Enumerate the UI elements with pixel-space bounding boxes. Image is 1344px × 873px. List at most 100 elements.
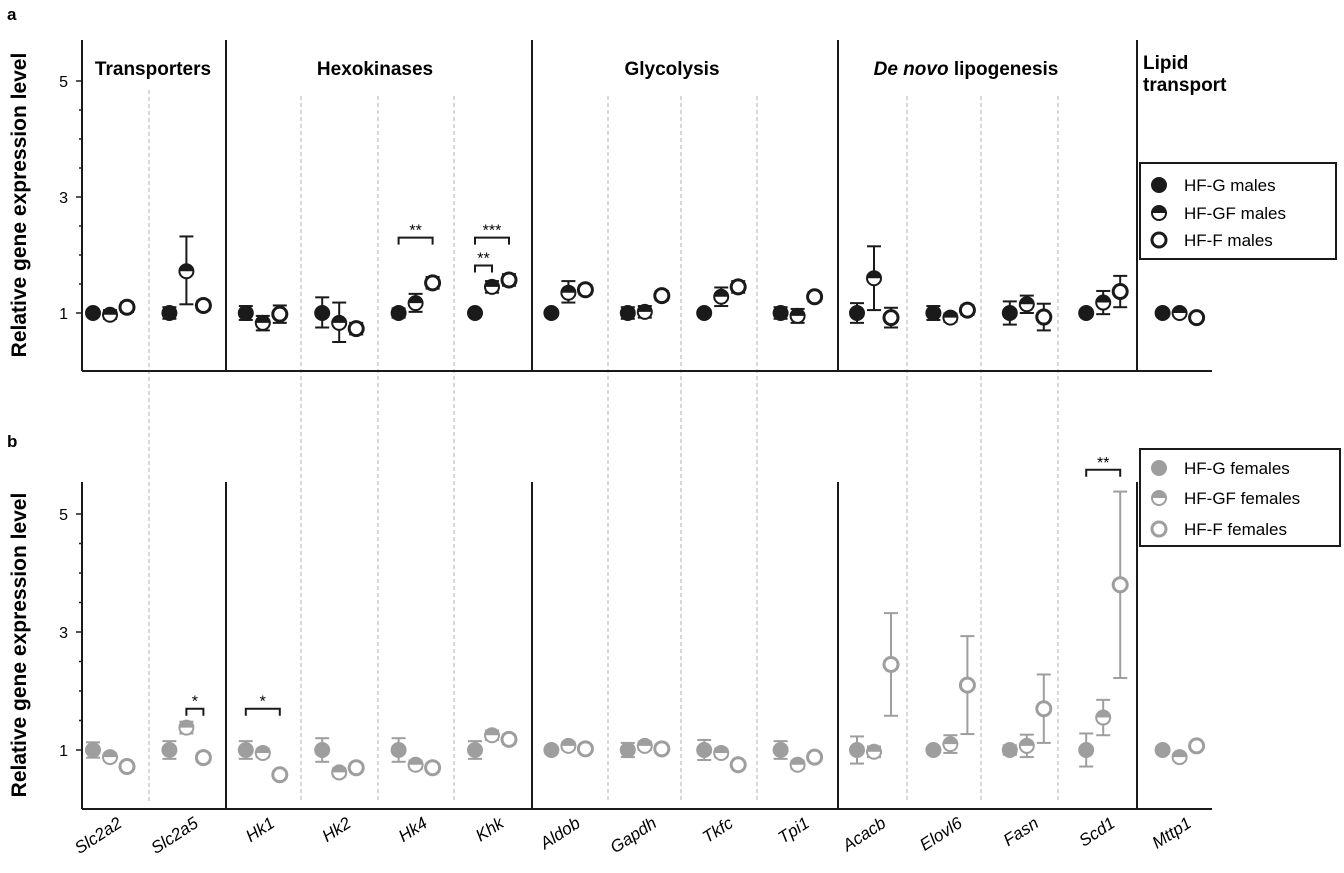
significance-bracket: ** [1085,455,1122,477]
marker-half-fill [714,289,729,297]
marker-filled [314,305,331,321]
marker-half-fill [1096,710,1111,718]
data-point [925,742,942,758]
marker-half-fill [485,279,499,287]
data-point [331,764,348,781]
data-point [1154,305,1171,321]
marker-open [729,278,747,296]
data-point [237,305,254,321]
data-point [1188,737,1206,755]
data-point [407,756,424,773]
marker-open [1188,737,1206,755]
data-point [314,296,331,329]
data-point [484,278,500,295]
data-point [1111,274,1129,309]
data-point [194,296,212,314]
marker-half-fill [1019,738,1034,746]
marker-half-fill [790,308,805,316]
data-point [560,737,577,754]
marker-half-fill [1152,206,1166,213]
data-point [254,744,271,761]
data-point [1154,742,1171,758]
panel-a: a Relative gene expression level 1 3 5 Transp… [7,5,1337,372]
marker-open [1150,231,1168,249]
data-point [713,744,730,761]
marker-half-fill [179,264,194,272]
significance-label: * [260,694,266,711]
marker-filled [925,742,942,758]
marker-open [500,271,518,289]
marker-filled [772,305,789,321]
data-point [789,307,806,324]
marker-half-fill [408,757,423,765]
marker-filled [543,305,560,321]
data-point [849,735,865,765]
data-point [958,635,976,736]
gene-label: Tpi1 [775,813,813,847]
bracket-line [1085,468,1122,477]
marker-open [576,740,594,758]
marker-filled [1001,742,1018,758]
marker-half-fill [1096,295,1111,303]
y-tick-label: 5 [59,74,68,91]
data-point [347,320,365,338]
significance-bracket: ** [474,250,493,273]
panel-letter: a [7,5,17,24]
legend-entry: HF-GF males [1184,204,1286,223]
legend: HF-G males HF-GF males HF-F males [1139,162,1337,260]
data-point [729,278,747,296]
marker-half-fill [790,757,805,765]
marker-filled [1154,305,1171,321]
data-point [194,749,212,767]
marker-open [424,274,442,292]
data-point [772,305,789,321]
marker-half-fill [103,750,117,758]
marker-half-fill [255,745,270,753]
marker-filled [161,742,178,758]
data-point [390,737,407,763]
data-point [500,730,518,748]
gene-label: Gapdh [607,813,660,857]
data-point [619,741,636,759]
data-point [866,245,882,312]
marker-filled [314,742,331,758]
data-point [696,305,713,321]
marker-half-fill [1172,750,1187,758]
marker-half-fill [1152,491,1166,498]
data-point [942,734,959,754]
data-point [729,756,747,774]
data-point [882,612,900,717]
legend-entry: HF-F males [1184,231,1273,250]
data-point [484,727,500,744]
marker-open [729,756,747,774]
data-point [806,748,824,766]
marker-half-fill [485,728,499,736]
bracket-line [244,707,281,716]
data-point [636,737,653,754]
group-label: Transporters [95,59,211,80]
marker-open [1035,700,1053,718]
marker-open [958,301,976,319]
data-point [161,740,178,760]
significance-bracket: *** [474,223,510,245]
marker-half-fill [332,765,347,773]
data-point [85,741,101,759]
data-point [653,740,671,758]
panel-letter: b [7,432,17,451]
marker-filled [696,742,713,758]
marker-half-fill [255,315,270,323]
data-point [118,758,136,776]
legend-entry: HF-GF females [1184,489,1300,508]
gene-label: Aldob [536,813,584,853]
marker-half-fill [714,745,729,753]
group-label: Glycolysis [624,59,719,80]
marker-filled [1078,305,1095,321]
marker-filled [849,742,865,758]
marker-half-fill [1019,297,1034,305]
gene-label: Scd1 [1076,813,1119,850]
gene-label: Acacb [838,813,889,855]
marker-filled [1154,742,1171,758]
y-tick-label: 1 [59,306,68,323]
marker-open [1188,309,1206,327]
marker-open [424,759,442,777]
